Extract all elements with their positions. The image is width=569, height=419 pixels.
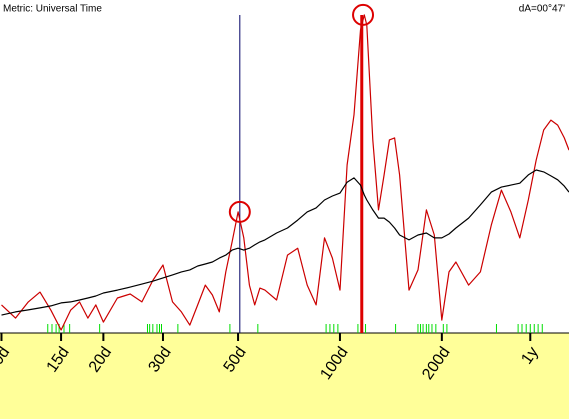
peak-circle	[228, 200, 251, 223]
metric-label: Metric: Universal Time	[3, 4, 102, 15]
series-line	[1, 169, 569, 316]
peak-circle	[352, 3, 375, 26]
x-tick-label: 1y	[518, 344, 542, 368]
axis-band	[0, 333, 569, 419]
angle-label: dA=00°47'	[519, 4, 565, 15]
series-line	[1, 14, 569, 331]
